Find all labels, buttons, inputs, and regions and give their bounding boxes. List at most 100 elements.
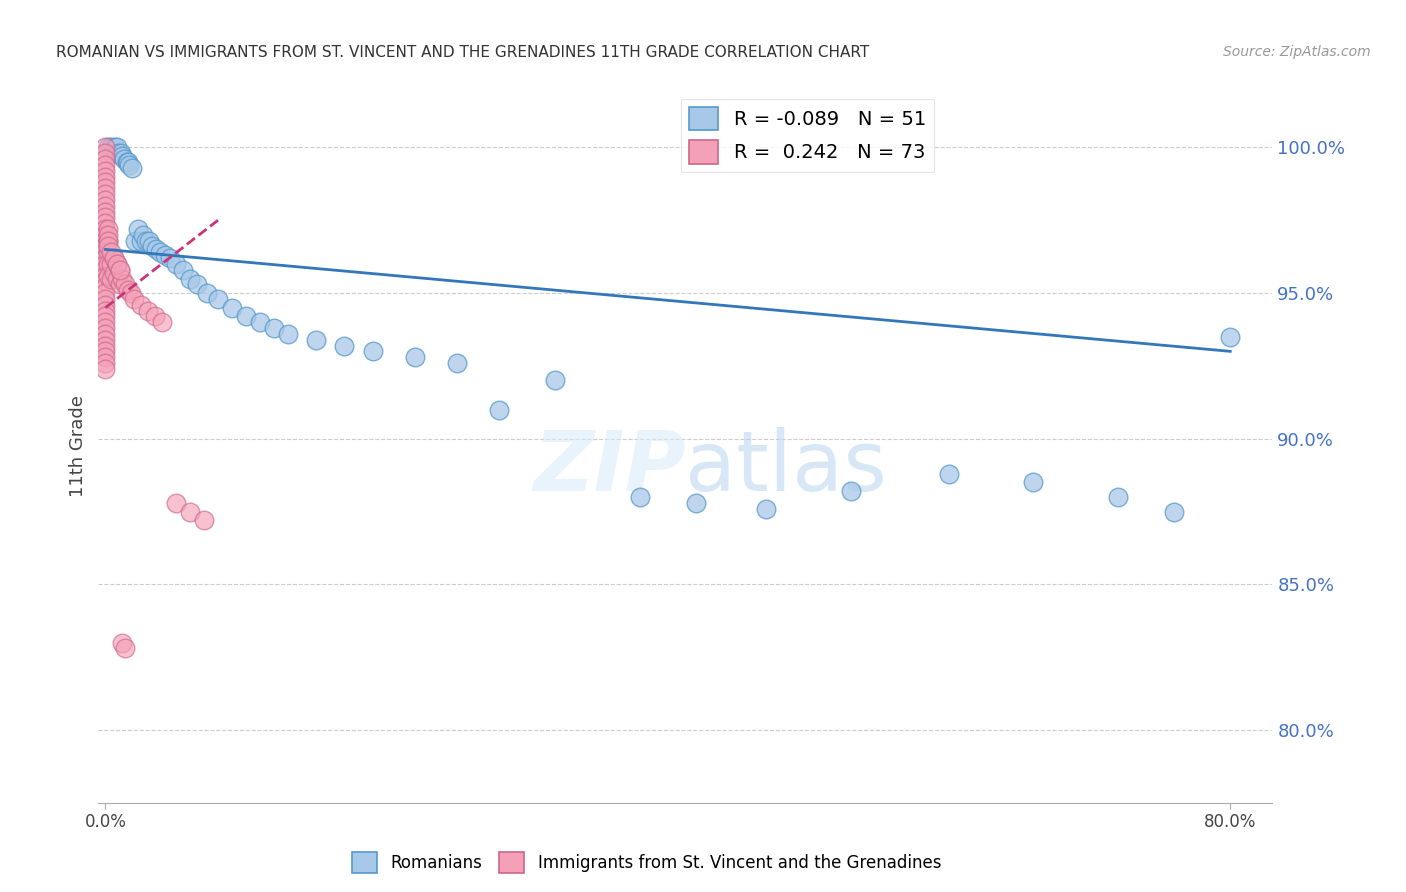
Point xyxy=(94,280,117,294)
Point xyxy=(94,234,117,248)
Point xyxy=(121,161,143,175)
Point xyxy=(117,283,139,297)
Point xyxy=(94,257,117,271)
Point xyxy=(94,152,117,166)
Point xyxy=(94,193,117,207)
Point xyxy=(1219,330,1241,344)
Point xyxy=(114,641,136,656)
Point xyxy=(104,140,127,154)
Point xyxy=(94,326,117,341)
Point xyxy=(105,257,128,271)
Point xyxy=(101,146,124,161)
Point xyxy=(94,310,117,324)
Point xyxy=(446,356,468,370)
Point xyxy=(97,268,120,283)
Point xyxy=(143,310,166,324)
Point xyxy=(120,286,142,301)
Point xyxy=(94,216,117,230)
Point xyxy=(94,199,117,213)
Point xyxy=(1163,504,1185,518)
Point xyxy=(361,344,384,359)
Text: ZIP: ZIP xyxy=(533,427,686,508)
Point xyxy=(305,333,328,347)
Point xyxy=(110,146,132,161)
Point xyxy=(97,245,120,260)
Point xyxy=(404,350,426,364)
Point xyxy=(105,140,128,154)
Point xyxy=(111,271,134,285)
Point xyxy=(235,310,257,324)
Point xyxy=(153,248,176,262)
Point xyxy=(159,251,181,265)
Point xyxy=(186,277,208,292)
Point xyxy=(179,504,201,518)
Point xyxy=(94,315,117,329)
Point xyxy=(105,257,128,271)
Text: atlas: atlas xyxy=(686,427,887,508)
Point xyxy=(122,292,145,306)
Point xyxy=(138,234,160,248)
Point xyxy=(94,158,117,172)
Point xyxy=(97,257,120,271)
Point xyxy=(488,402,510,417)
Point xyxy=(94,211,117,225)
Point xyxy=(100,271,122,285)
Point xyxy=(94,292,117,306)
Point xyxy=(628,490,651,504)
Point xyxy=(112,152,135,166)
Legend: R = -0.089   N = 51, R =  0.242   N = 73: R = -0.089 N = 51, R = 0.242 N = 73 xyxy=(682,99,934,171)
Point xyxy=(94,181,117,195)
Point xyxy=(94,163,117,178)
Point xyxy=(100,245,122,260)
Point xyxy=(165,496,187,510)
Point xyxy=(129,298,152,312)
Point xyxy=(839,484,862,499)
Point xyxy=(165,257,187,271)
Legend: Romanians, Immigrants from St. Vincent and the Grenadines: Romanians, Immigrants from St. Vincent a… xyxy=(346,846,948,880)
Point xyxy=(94,286,117,301)
Point xyxy=(179,271,201,285)
Point xyxy=(94,333,117,347)
Point xyxy=(94,204,117,219)
Point xyxy=(136,303,159,318)
Y-axis label: 11th Grade: 11th Grade xyxy=(69,395,87,497)
Point xyxy=(94,275,117,289)
Point xyxy=(108,262,131,277)
Point xyxy=(755,501,778,516)
Point xyxy=(94,146,117,161)
Point xyxy=(135,234,157,248)
Point xyxy=(103,251,125,265)
Point xyxy=(221,301,243,315)
Point xyxy=(685,496,707,510)
Point xyxy=(100,257,122,271)
Point xyxy=(333,338,356,352)
Point xyxy=(94,350,117,364)
Point xyxy=(263,321,285,335)
Point xyxy=(94,356,117,370)
Point xyxy=(94,140,117,154)
Point xyxy=(100,140,122,154)
Point xyxy=(117,155,139,169)
Point xyxy=(118,158,141,172)
Point xyxy=(94,227,117,242)
Point xyxy=(105,271,128,285)
Point xyxy=(97,227,120,242)
Point xyxy=(115,155,138,169)
Point xyxy=(103,266,125,280)
Point xyxy=(94,245,117,260)
Text: Source: ZipAtlas.com: Source: ZipAtlas.com xyxy=(1223,45,1371,59)
Point xyxy=(111,635,134,649)
Point xyxy=(94,175,117,189)
Point xyxy=(938,467,960,481)
Point xyxy=(172,262,194,277)
Point xyxy=(124,234,146,248)
Point xyxy=(94,298,117,312)
Point xyxy=(97,234,120,248)
Point xyxy=(94,187,117,202)
Point xyxy=(141,239,163,253)
Point xyxy=(97,222,120,236)
Point xyxy=(97,140,120,154)
Point xyxy=(94,303,117,318)
Point xyxy=(149,245,172,260)
Point xyxy=(94,262,117,277)
